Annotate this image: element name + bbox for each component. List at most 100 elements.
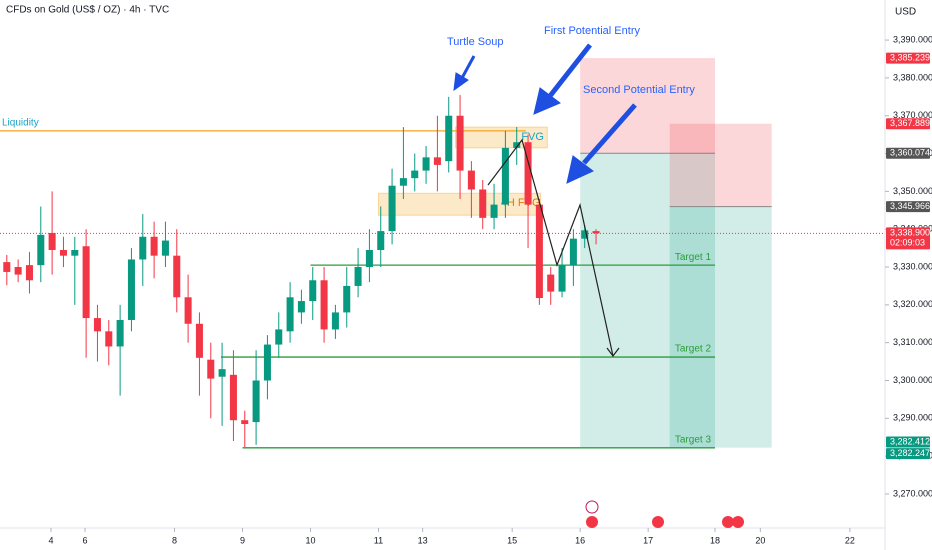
annotation: First Potential Entry xyxy=(544,25,640,37)
candle-body xyxy=(490,204,498,218)
candle-body xyxy=(241,420,249,424)
arrows xyxy=(453,43,637,184)
candle-body xyxy=(37,234,45,266)
candle-body xyxy=(433,157,441,165)
candle-body xyxy=(82,246,90,319)
candle-body xyxy=(139,236,147,260)
level-label: Target 1 xyxy=(675,252,712,263)
arrow xyxy=(582,103,637,165)
candle-body xyxy=(93,318,101,332)
x-tick-label: 13 xyxy=(418,535,428,545)
candle-body xyxy=(411,170,419,179)
candle-body xyxy=(275,329,283,345)
x-tick-label: 20 xyxy=(755,535,765,545)
projection-arrow-head xyxy=(606,347,620,357)
candle-body xyxy=(535,204,543,299)
icon xyxy=(732,516,744,528)
price-label: 3,345.966 xyxy=(890,201,930,211)
x-tick-label: 11 xyxy=(374,535,383,545)
candle-body xyxy=(184,297,192,324)
candle-body xyxy=(105,331,113,347)
annotation: Turtle Soup xyxy=(447,36,503,48)
candle-body xyxy=(399,178,407,186)
y-tick-label: 3,290.000 xyxy=(893,413,932,423)
y-tick-label: 3,370.000 xyxy=(893,110,932,120)
y-tick-label: 3,270.000 xyxy=(893,488,932,498)
countdown: 02:09:03 xyxy=(890,238,925,248)
zone-label: FVG xyxy=(521,131,544,143)
arrow xyxy=(548,43,592,98)
candle-body xyxy=(479,189,487,218)
fvg-zone xyxy=(455,126,548,149)
candle-body xyxy=(365,250,373,268)
icon xyxy=(585,500,599,514)
candle-body xyxy=(252,380,260,423)
candle-body xyxy=(173,255,181,298)
y-tick-label: 3,300.000 xyxy=(893,375,932,385)
y-tick-label: 3,390.000 xyxy=(893,34,932,44)
x-tick-label: 6 xyxy=(82,535,87,545)
price-label-bg xyxy=(886,147,930,159)
candle-body xyxy=(501,147,509,205)
price-label: 3,360.074 xyxy=(890,148,930,158)
y-tick-label: 3,320.000 xyxy=(893,299,932,309)
price-label: 3,282.412 xyxy=(890,436,930,446)
candle-body xyxy=(467,170,475,190)
target-zone xyxy=(669,206,772,448)
candle-body xyxy=(229,374,237,421)
level-label: Liquidity xyxy=(2,118,39,129)
candle-body xyxy=(48,232,56,251)
projection-path xyxy=(487,138,614,357)
candle-body xyxy=(59,250,67,256)
x-tick-label: 22 xyxy=(845,535,855,545)
icon xyxy=(586,516,598,528)
x-tick-label: 16 xyxy=(575,535,585,545)
y-tick-label: 3,350.000 xyxy=(893,186,932,196)
candle-body xyxy=(207,359,215,379)
candle-body xyxy=(422,157,430,171)
price-label-bg xyxy=(886,436,930,448)
x-tick-label: 10 xyxy=(305,535,315,545)
candle-body xyxy=(320,280,328,330)
x-tick-label: 18 xyxy=(710,535,720,545)
candle-body xyxy=(116,319,124,347)
stop-zone xyxy=(669,123,772,207)
candle-body xyxy=(218,369,226,377)
candle-body xyxy=(150,236,158,256)
price-label: 3,367.889 xyxy=(890,118,930,128)
candle-body xyxy=(286,297,294,332)
stop-zone xyxy=(580,58,716,154)
candle-body xyxy=(14,267,22,275)
candle-body xyxy=(195,323,203,358)
candle-body xyxy=(513,142,521,148)
annotation: Second Potential Entry xyxy=(583,84,695,96)
level-label: Target 3 xyxy=(675,434,712,445)
price-label-bg xyxy=(886,227,930,250)
arrow xyxy=(460,55,476,79)
currency: USD xyxy=(895,7,916,18)
y-tick-label: 3,380.000 xyxy=(893,72,932,82)
candle-body xyxy=(558,265,566,292)
arrow-head xyxy=(453,72,469,92)
level-label: Target 2 xyxy=(675,344,712,355)
price-label-bg xyxy=(886,52,930,64)
price-label: 3,385.239 xyxy=(890,52,930,62)
candle-body xyxy=(354,267,362,286)
candle-body xyxy=(524,142,532,205)
event-icons xyxy=(585,500,744,528)
candle-body xyxy=(592,231,600,234)
candle-body xyxy=(456,115,464,171)
x-tick-label: 4 xyxy=(48,535,53,545)
icon xyxy=(722,516,734,528)
target-zone xyxy=(580,153,716,448)
x-tick-label: 17 xyxy=(643,535,653,545)
candle-body xyxy=(331,312,339,330)
candle-body xyxy=(3,262,11,272)
x-tick-label: 15 xyxy=(507,535,517,545)
arrow-head xyxy=(533,87,561,115)
candle-body xyxy=(161,240,169,256)
x-tick-label: 9 xyxy=(240,535,245,545)
price-label: 3,338.900 xyxy=(890,228,930,238)
